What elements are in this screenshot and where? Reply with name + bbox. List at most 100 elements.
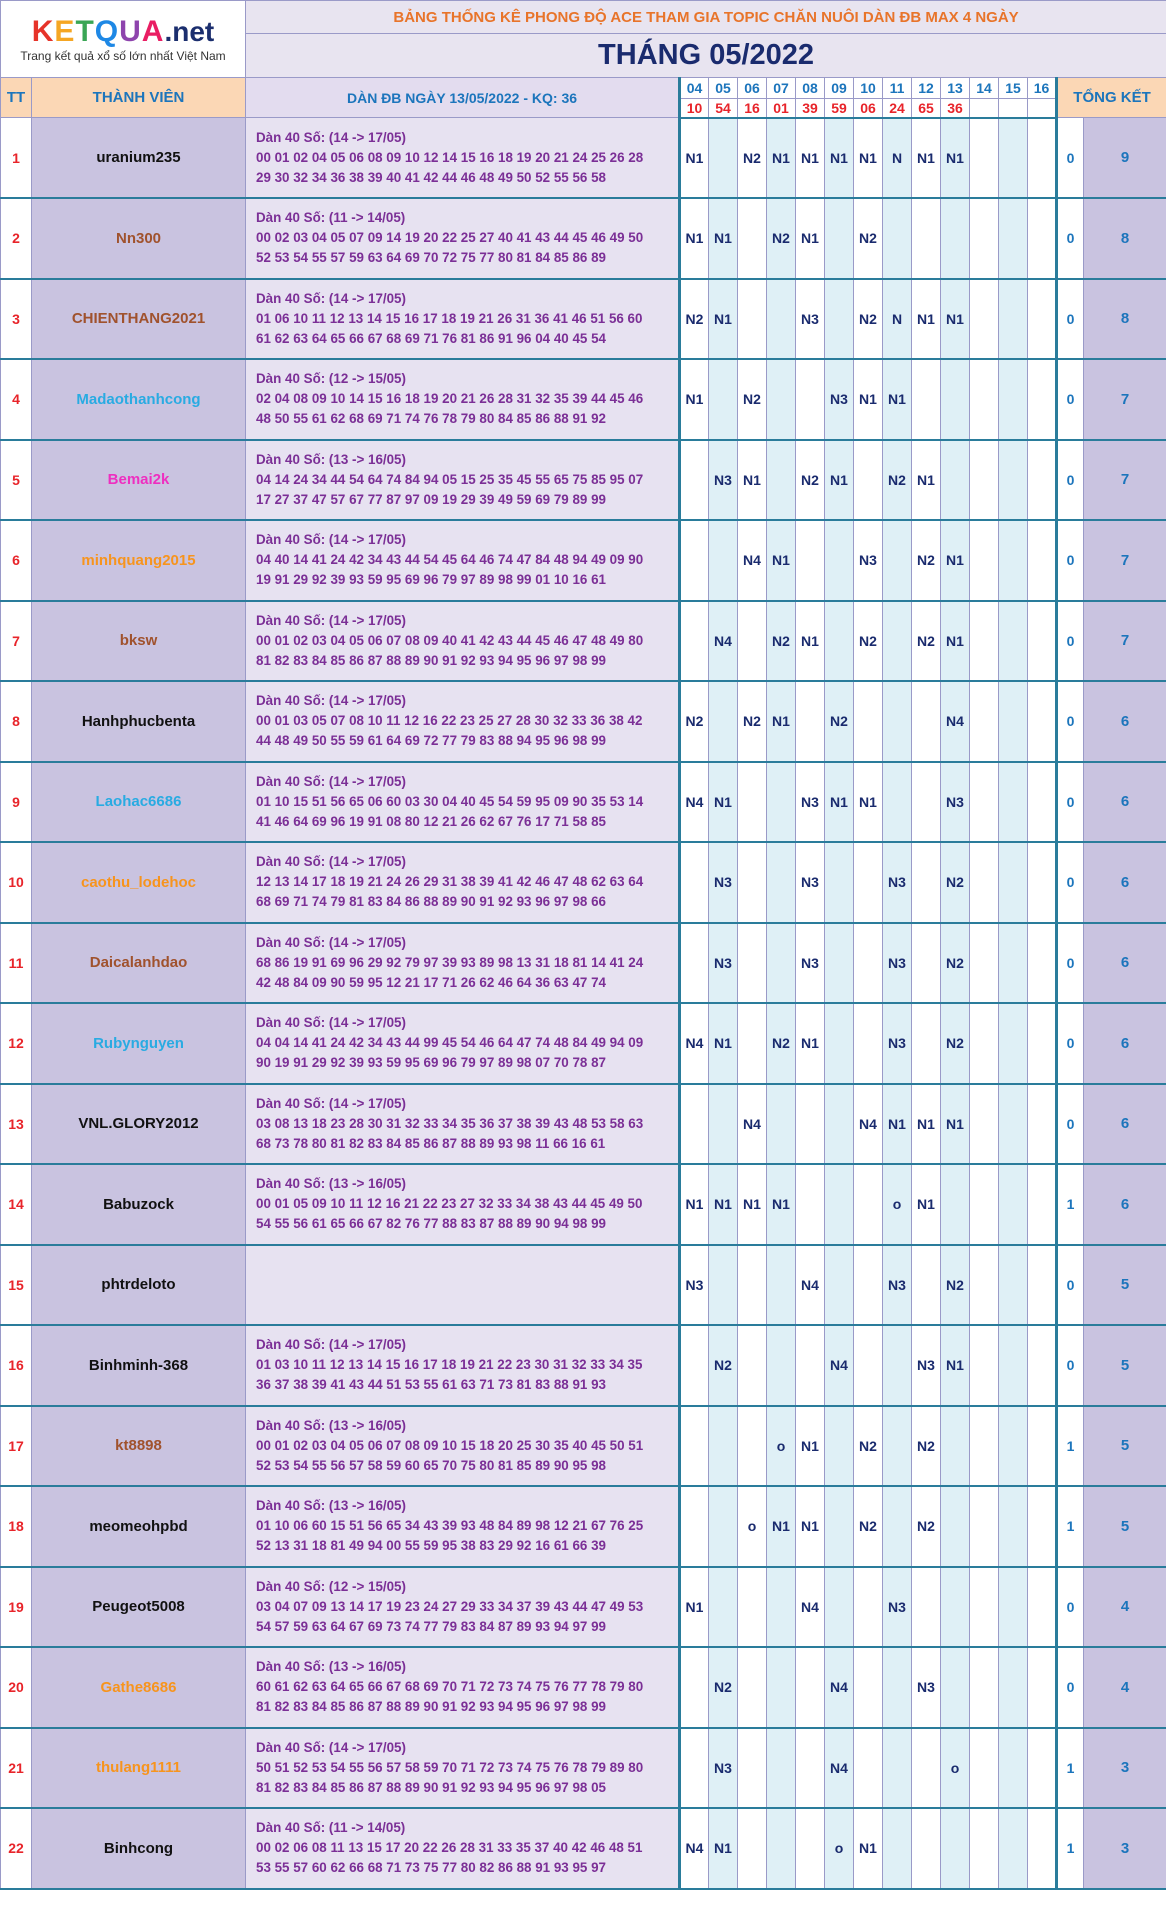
day-mark — [911, 1807, 941, 1890]
row-number: 14 — [0, 1163, 32, 1246]
day-mark — [940, 358, 970, 441]
total-score: 5 — [1082, 1485, 1166, 1568]
day-mark — [795, 519, 825, 602]
day-mark: o — [882, 1163, 912, 1246]
day-mark — [998, 1002, 1028, 1085]
dan-title: Dàn 40 Số: (13 -> 16/05) — [256, 1659, 406, 1675]
day-mark — [940, 1163, 970, 1246]
row-number: 19 — [0, 1566, 32, 1648]
member-name: Madaothanhcong — [31, 358, 246, 441]
row-number: 15 — [0, 1244, 32, 1326]
day-header-09: 09 — [824, 77, 854, 99]
day-mark: N1 — [824, 117, 854, 199]
day-mark — [708, 1083, 738, 1165]
total-score: 5 — [1082, 1405, 1166, 1487]
total-score: 6 — [1082, 1163, 1166, 1246]
header-member: THÀNH VIÊN — [31, 77, 246, 118]
day-mark: o — [940, 1727, 970, 1809]
day-mark — [766, 278, 796, 360]
hit-count: 0 — [1055, 439, 1084, 521]
day-mark — [1027, 278, 1057, 360]
dan-cell: Dàn 40 Số: (14 -> 17/05) 00 01 03 05 07 0… — [245, 680, 681, 763]
day-mark — [737, 1646, 767, 1729]
logo: KETQUA.net Trang kết quả xổ số lớn nhất … — [0, 0, 246, 78]
hit-count: 0 — [1055, 278, 1084, 360]
day-mark — [853, 1163, 883, 1246]
day-mark — [969, 117, 999, 199]
day-mark: N1 — [766, 519, 796, 602]
day-mark: N2 — [679, 278, 709, 360]
hit-count: 0 — [1055, 1244, 1084, 1326]
day-mark: N2 — [708, 1646, 738, 1729]
day-mark — [969, 519, 999, 602]
day-mark — [737, 1002, 767, 1085]
dan-title: Dàn 40 Số: (13 -> 16/05) — [256, 1498, 406, 1514]
dan-numbers: 81 82 83 84 85 86 87 88 89 90 91 92 93 9… — [256, 1699, 606, 1715]
day-mark — [940, 1807, 970, 1890]
dan-numbers: 36 37 38 39 41 43 44 51 53 55 61 63 71 7… — [256, 1377, 606, 1393]
day-mark — [911, 922, 941, 1004]
day-mark — [824, 278, 854, 360]
table-row: 22 Binhcong Dàn 40 Số: (11 -> 14/05) 00 02 … — [0, 1807, 1166, 1890]
day-mark: N2 — [911, 600, 941, 682]
day-mark: N2 — [766, 197, 796, 280]
day-mark: N4 — [824, 1646, 854, 1729]
day-mark: N2 — [824, 680, 854, 763]
day-mark — [853, 1727, 883, 1809]
day-header-14: 14 — [969, 77, 999, 99]
day-mark: N1 — [940, 1083, 970, 1165]
dan-title: Dàn 40 Số: (14 -> 17/05) — [256, 1095, 406, 1111]
day-mark — [1027, 761, 1057, 843]
member-name: Nn300 — [31, 197, 246, 280]
day-mark — [853, 1646, 883, 1729]
day-mark: N2 — [679, 680, 709, 763]
day-mark: N3 — [911, 1646, 941, 1729]
day-mark — [708, 1485, 738, 1568]
hit-count: 0 — [1055, 922, 1084, 1004]
dan-numbers: 54 55 56 61 65 66 67 82 76 77 88 83 87 8… — [256, 1216, 606, 1232]
day-mark: N3 — [795, 922, 825, 1004]
day-mark: N4 — [737, 1083, 767, 1165]
day-mark: N1 — [708, 197, 738, 280]
dan-numbers: 00 02 03 04 05 07 09 14 19 20 22 25 27 4… — [256, 230, 644, 246]
day-mark — [969, 600, 999, 682]
row-number: 1 — [0, 117, 32, 199]
day-mark — [998, 1727, 1028, 1809]
dan-title: Dàn 40 Số: (13 -> 16/05) — [256, 1176, 406, 1192]
member-name: Rubynguyen — [31, 1002, 246, 1085]
day-mark — [853, 1566, 883, 1648]
dan-numbers: 12 13 14 17 18 19 21 24 26 29 31 38 39 4… — [256, 874, 644, 890]
day-mark: N2 — [795, 439, 825, 521]
day-mark: N2 — [737, 358, 767, 441]
day-mark — [853, 1324, 883, 1407]
dan-title: Dàn 40 Số: (14 -> 17/05) — [256, 934, 406, 950]
day-mark — [998, 1807, 1028, 1890]
day-mark — [1027, 1324, 1057, 1407]
day-mark: N1 — [882, 358, 912, 441]
day-mark: N2 — [940, 1002, 970, 1085]
day-mark — [882, 1485, 912, 1568]
dan-numbers: 68 86 19 91 69 96 29 92 79 97 39 93 89 9… — [256, 954, 644, 970]
day-mark — [737, 1727, 767, 1809]
dan-numbers: 90 19 91 29 92 39 93 59 95 69 96 79 97 8… — [256, 1055, 606, 1071]
row-number: 9 — [0, 761, 32, 843]
day-mark — [940, 439, 970, 521]
day-header-13: 13 — [940, 77, 970, 99]
table-row: 18 meomeohpbd Dàn 40 Số: (13 -> 16/05) 01 1… — [0, 1485, 1166, 1568]
row-number: 12 — [0, 1002, 32, 1085]
day-mark — [940, 197, 970, 280]
day-mark: N1 — [940, 1324, 970, 1407]
day-mark: N — [882, 117, 912, 199]
day-mark — [1027, 680, 1057, 763]
day-mark: N2 — [708, 1324, 738, 1407]
hit-count: 1 — [1055, 1163, 1084, 1246]
dan-numbers: 19 91 29 92 39 93 59 95 69 96 79 97 89 9… — [256, 572, 606, 588]
day-mark: N3 — [824, 358, 854, 441]
member-name: Daicalanhdao — [31, 922, 246, 1004]
day-mark — [824, 922, 854, 1004]
day-mark: N2 — [940, 841, 970, 924]
day-mark — [998, 278, 1028, 360]
day-mark — [708, 117, 738, 199]
member-name: minhquang2015 — [31, 519, 246, 602]
day-mark — [824, 1244, 854, 1326]
